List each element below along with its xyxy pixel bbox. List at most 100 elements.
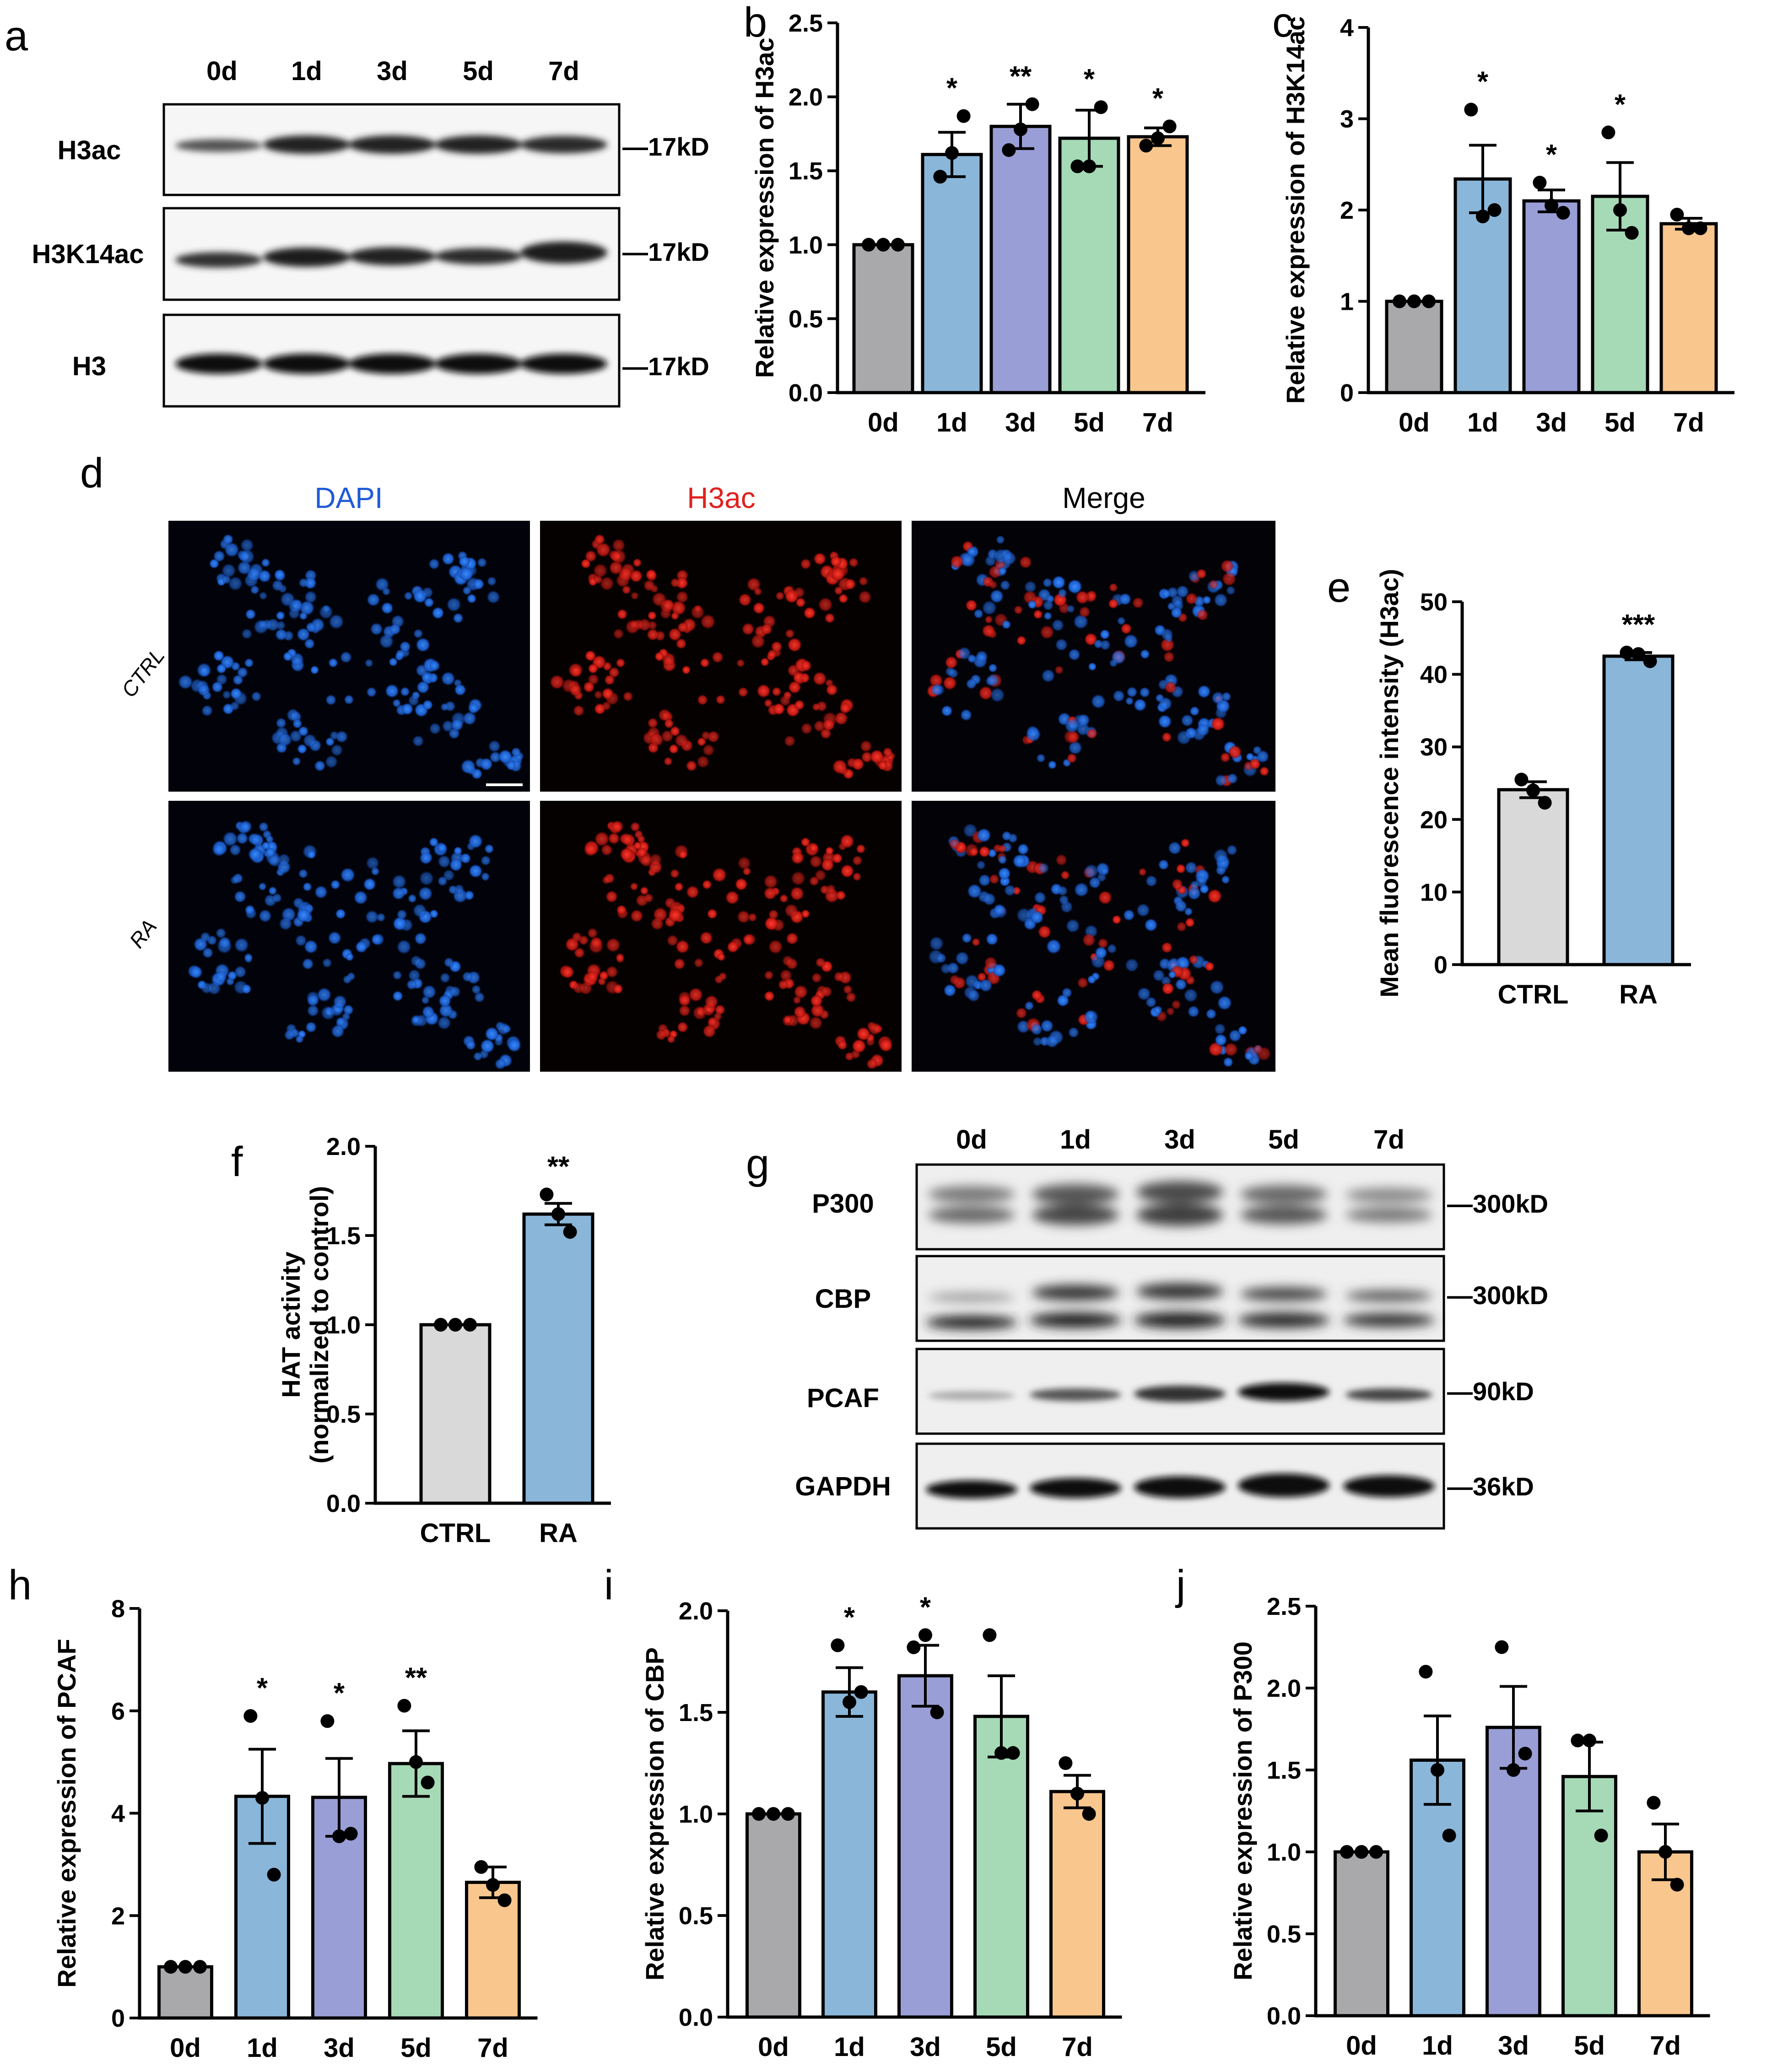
- cell-nucleus: [714, 975, 724, 984]
- cell-nucleus: [821, 986, 832, 998]
- cell-nucleus: [244, 905, 255, 915]
- cell-nucleus: [775, 591, 784, 600]
- cell-nucleus: [1075, 590, 1090, 604]
- data-point: [421, 1775, 435, 1790]
- cell-nucleus: [800, 837, 810, 847]
- data-point: [267, 1867, 281, 1882]
- y-tick-label: 4: [111, 1800, 125, 1828]
- cell-nucleus: [381, 602, 394, 615]
- cell-nucleus: [773, 702, 785, 715]
- cell-nucleus: [678, 850, 688, 859]
- cell-nucleus: [1040, 625, 1054, 640]
- cell-nucleus: [419, 851, 432, 865]
- cell-nucleus: [693, 604, 702, 613]
- cell-nucleus: [1176, 863, 1186, 874]
- cell-nucleus: [856, 1026, 871, 1041]
- cell-nucleus: [1145, 875, 1157, 887]
- cell-nucleus: [1183, 988, 1198, 1003]
- cell-nucleus: [601, 875, 611, 885]
- cell-nucleus: [228, 576, 243, 591]
- data-point: [1070, 159, 1085, 173]
- data-point: [1538, 796, 1552, 810]
- cell-nucleus: [1043, 611, 1052, 621]
- y-axis-label: Relative expression of CBP: [640, 1647, 669, 1980]
- cell-nucleus: [569, 684, 582, 697]
- cell-nucleus: [1027, 600, 1037, 610]
- cell-nucleus: [392, 970, 402, 980]
- cell-nucleus: [809, 876, 819, 886]
- blot-g-row-label: PCAF: [807, 1383, 879, 1413]
- cell-nucleus: [213, 650, 225, 662]
- cell-nucleus: [211, 681, 223, 693]
- cell-nucleus: [809, 855, 822, 869]
- cell-nucleus: [484, 844, 494, 854]
- cell-nucleus: [212, 843, 226, 857]
- cell-nucleus: [741, 622, 755, 636]
- cell-nucleus: [258, 909, 272, 923]
- cell-nucleus: [446, 597, 461, 612]
- significance-marker: **: [547, 1151, 570, 1182]
- cell-nucleus: [712, 867, 727, 883]
- blot-g-lane-label: 3d: [1164, 1125, 1195, 1155]
- cell-nucleus: [1171, 878, 1183, 890]
- cell-nucleus: [304, 638, 315, 649]
- cell-nucleus: [330, 880, 340, 890]
- cell-nucleus: [196, 662, 212, 678]
- x-tick-label: 5d: [1574, 2031, 1605, 2061]
- bar: [746, 1812, 801, 2019]
- blot-g-row-label: CBP: [815, 1284, 871, 1314]
- cell-nucleus: [791, 851, 804, 865]
- cell-nucleus: [1185, 592, 1198, 605]
- cell-nucleus: [1125, 696, 1134, 706]
- data-point: [862, 237, 875, 252]
- cell-nucleus: [401, 702, 414, 715]
- cell-nucleus: [832, 759, 848, 775]
- chart-j: 0.0 0.5 1.0 1.5 2.0 2.5 Relative expression of…: [1228, 1593, 1710, 2061]
- cell-nucleus: [786, 932, 799, 945]
- cell-nucleus: [230, 875, 239, 885]
- cell-nucleus: [1120, 623, 1132, 635]
- blot-a-size-marker: —17kD: [622, 237, 709, 266]
- cell-nucleus: [637, 847, 648, 858]
- cell-nucleus: [826, 684, 838, 696]
- cell-nucleus: [678, 994, 691, 1007]
- cell-nucleus: [779, 894, 789, 903]
- x-tick-label: 1d: [936, 408, 967, 437]
- cell-nucleus: [1030, 910, 1044, 924]
- micrograph-row-label: RA: [124, 915, 161, 952]
- cell-nucleus: [1171, 999, 1181, 1010]
- data-point: [1419, 1665, 1433, 1679]
- cell-nucleus: [845, 992, 857, 1003]
- cell-nucleus: [735, 878, 748, 891]
- cell-nucleus: [1189, 706, 1200, 716]
- cell-nucleus: [1174, 900, 1188, 913]
- bar: [157, 1965, 213, 2020]
- cell-nucleus: [1187, 1005, 1200, 1018]
- cell-nucleus: [272, 893, 282, 903]
- cell-nucleus: [1099, 629, 1110, 640]
- cell-nucleus: [410, 955, 422, 967]
- cell-nucleus: [738, 593, 752, 607]
- data-point: [1422, 294, 1436, 308]
- cell-nucleus: [1032, 1036, 1043, 1047]
- y-tick-label: 40: [1420, 661, 1448, 689]
- cell-nucleus: [314, 885, 328, 899]
- x-tick-label: 5d: [1605, 408, 1636, 437]
- cell-nucleus: [1136, 903, 1150, 917]
- y-tick-label: 1.5: [1267, 1757, 1301, 1784]
- cell-nucleus: [967, 884, 982, 899]
- data-point: [1442, 1829, 1456, 1843]
- cell-nucleus: [858, 590, 872, 604]
- cell-nucleus: [675, 939, 690, 954]
- cell-nucleus: [955, 951, 969, 966]
- cell-nucleus: [438, 855, 451, 869]
- cell-nucleus: [1088, 662, 1097, 671]
- bar: [1453, 177, 1512, 394]
- cell-nucleus: [590, 936, 603, 949]
- cell-nucleus: [998, 567, 1007, 576]
- cell-nucleus: [611, 538, 626, 552]
- blot-g-size-marker: —90kD: [1447, 1377, 1534, 1406]
- cell-nucleus: [400, 686, 410, 697]
- cell-nucleus: [222, 690, 232, 700]
- data-point: [767, 1807, 780, 1821]
